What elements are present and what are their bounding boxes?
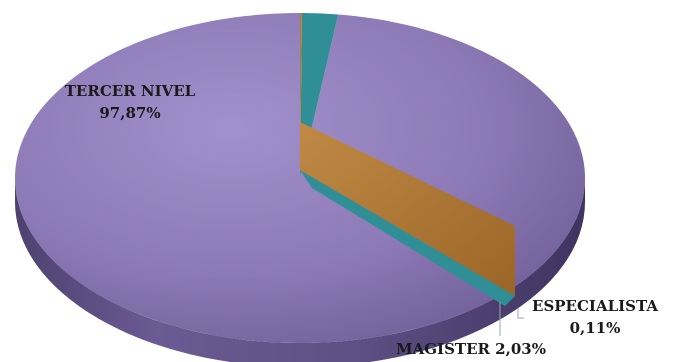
leader-line-especialista	[517, 308, 524, 319]
pie-label-tercer-nivel: TERCER NIVEL 97,87%	[65, 82, 196, 122]
pie-top	[14, 12, 585, 343]
pie-slice-especialista-wall	[300, 122, 515, 296]
pie-label-especialista: ESPECIALISTA 0,11%	[532, 297, 658, 337]
pie-slice-magister-wall	[300, 170, 515, 306]
pie-label-magister: MAGISTER 2,03%	[396, 340, 546, 358]
pie-labels: TERCER NIVEL 97,87% ESPECIALISTA 0,11% MAGIS…	[65, 82, 659, 358]
